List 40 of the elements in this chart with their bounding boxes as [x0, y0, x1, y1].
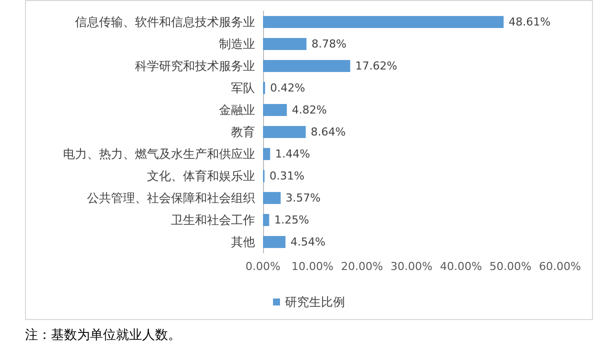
data-label: 3.57% [286, 192, 321, 204]
data-label: 0.42% [270, 82, 306, 94]
data-label: 4.54% [290, 236, 326, 248]
data-label: 48.61% [508, 16, 551, 28]
bar [263, 38, 306, 50]
bar [263, 16, 504, 28]
data-label: 4.82% [292, 104, 327, 116]
y-tick-label: 电力、热力、燃气及水生产和供应业 [63, 147, 255, 161]
data-label: 17.62% [355, 60, 398, 72]
x-tick-label: 60.00% [539, 260, 581, 273]
bar [263, 126, 306, 138]
x-tick-label: 10.00% [292, 260, 334, 273]
y-tick-label: 科学研究和技术服务业 [135, 59, 255, 73]
y-tick-label: 教育 [231, 125, 255, 139]
bar [263, 104, 287, 116]
x-tick-label: 40.00% [440, 260, 482, 273]
y-tick-label: 公共管理、社会保障和社会组织 [87, 191, 255, 205]
y-tick-label: 卫生和社会工作 [171, 213, 255, 227]
bar [263, 236, 286, 248]
x-tick-label: 0.00% [246, 260, 280, 273]
y-tick-label: 其他 [231, 235, 255, 249]
x-tick-label: 20.00% [341, 260, 383, 273]
data-label: 1.25% [274, 214, 310, 226]
y-tick-label: 文化、体育和娱乐业 [147, 169, 255, 183]
bar [263, 192, 281, 204]
data-label: 0.31% [270, 170, 304, 182]
y-tick-label: 制造业 [219, 37, 255, 51]
data-label: 1.44% [275, 148, 310, 160]
data-label: 8.64% [310, 126, 346, 138]
y-tick-label: 军队 [231, 81, 255, 95]
text: 注：基数为单位就业人数。 [25, 327, 181, 344]
legend-label: 研究生比例 [285, 295, 345, 309]
bar [263, 214, 270, 226]
y-tick-label: 信息传输、软件和信息技术服务业 [75, 15, 255, 29]
x-tick-label: 30.00% [390, 260, 432, 273]
x-tick-label: 50.00% [490, 260, 532, 273]
data-label: 8.78% [311, 38, 346, 50]
bar [263, 60, 350, 72]
y-tick-label: 金融业 [219, 103, 255, 117]
bar [263, 148, 270, 160]
